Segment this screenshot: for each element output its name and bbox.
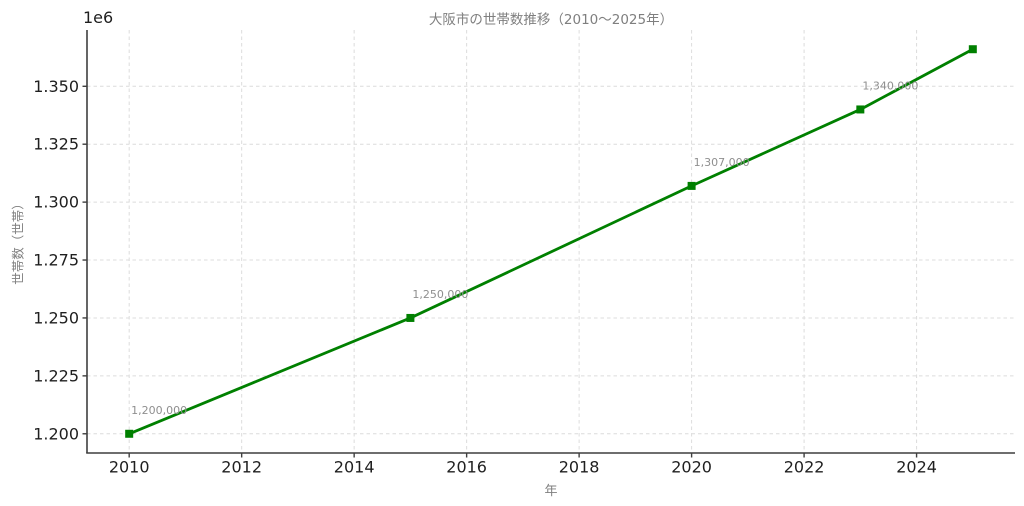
point-annotation: 1,307,000: [694, 156, 750, 169]
y-tick-label: 1.250: [33, 308, 79, 327]
y-tick-label: 1.300: [33, 193, 79, 212]
x-tick-label: 2016: [446, 458, 487, 477]
chart-title: 大阪市の世帯数推移（2010〜2025年）: [428, 12, 674, 28]
y-tick-label: 1.325: [33, 135, 79, 154]
point-annotation: 1,250,000: [412, 288, 468, 301]
x-tick-label: 2020: [671, 458, 712, 477]
y-axis-label: 世帯数（世帯）: [10, 197, 26, 285]
data-point-marker: [856, 105, 865, 114]
y-axis-offset-label: 1e6: [83, 8, 114, 27]
data-point-marker: [687, 181, 696, 190]
x-tick-label: 2010: [109, 458, 150, 477]
x-tick-label: 2018: [559, 458, 600, 477]
data-point-marker: [125, 429, 134, 438]
x-tick-label: 2012: [221, 458, 262, 477]
x-axis-label: 年: [544, 484, 558, 499]
data-point-marker: [406, 313, 415, 322]
y-tick-label: 1.350: [33, 77, 79, 96]
y-tick-label: 1.275: [33, 251, 79, 270]
y-tick-label: 1.200: [33, 424, 79, 443]
x-tick-label: 2024: [896, 458, 937, 477]
data-point-marker: [968, 45, 977, 54]
point-annotation: 1,340,000: [862, 79, 918, 92]
x-tick-label: 2022: [784, 458, 825, 477]
point-annotation: 1,200,000: [131, 404, 187, 417]
x-tick-label: 2014: [334, 458, 375, 477]
y-tick-label: 1.225: [33, 366, 79, 385]
